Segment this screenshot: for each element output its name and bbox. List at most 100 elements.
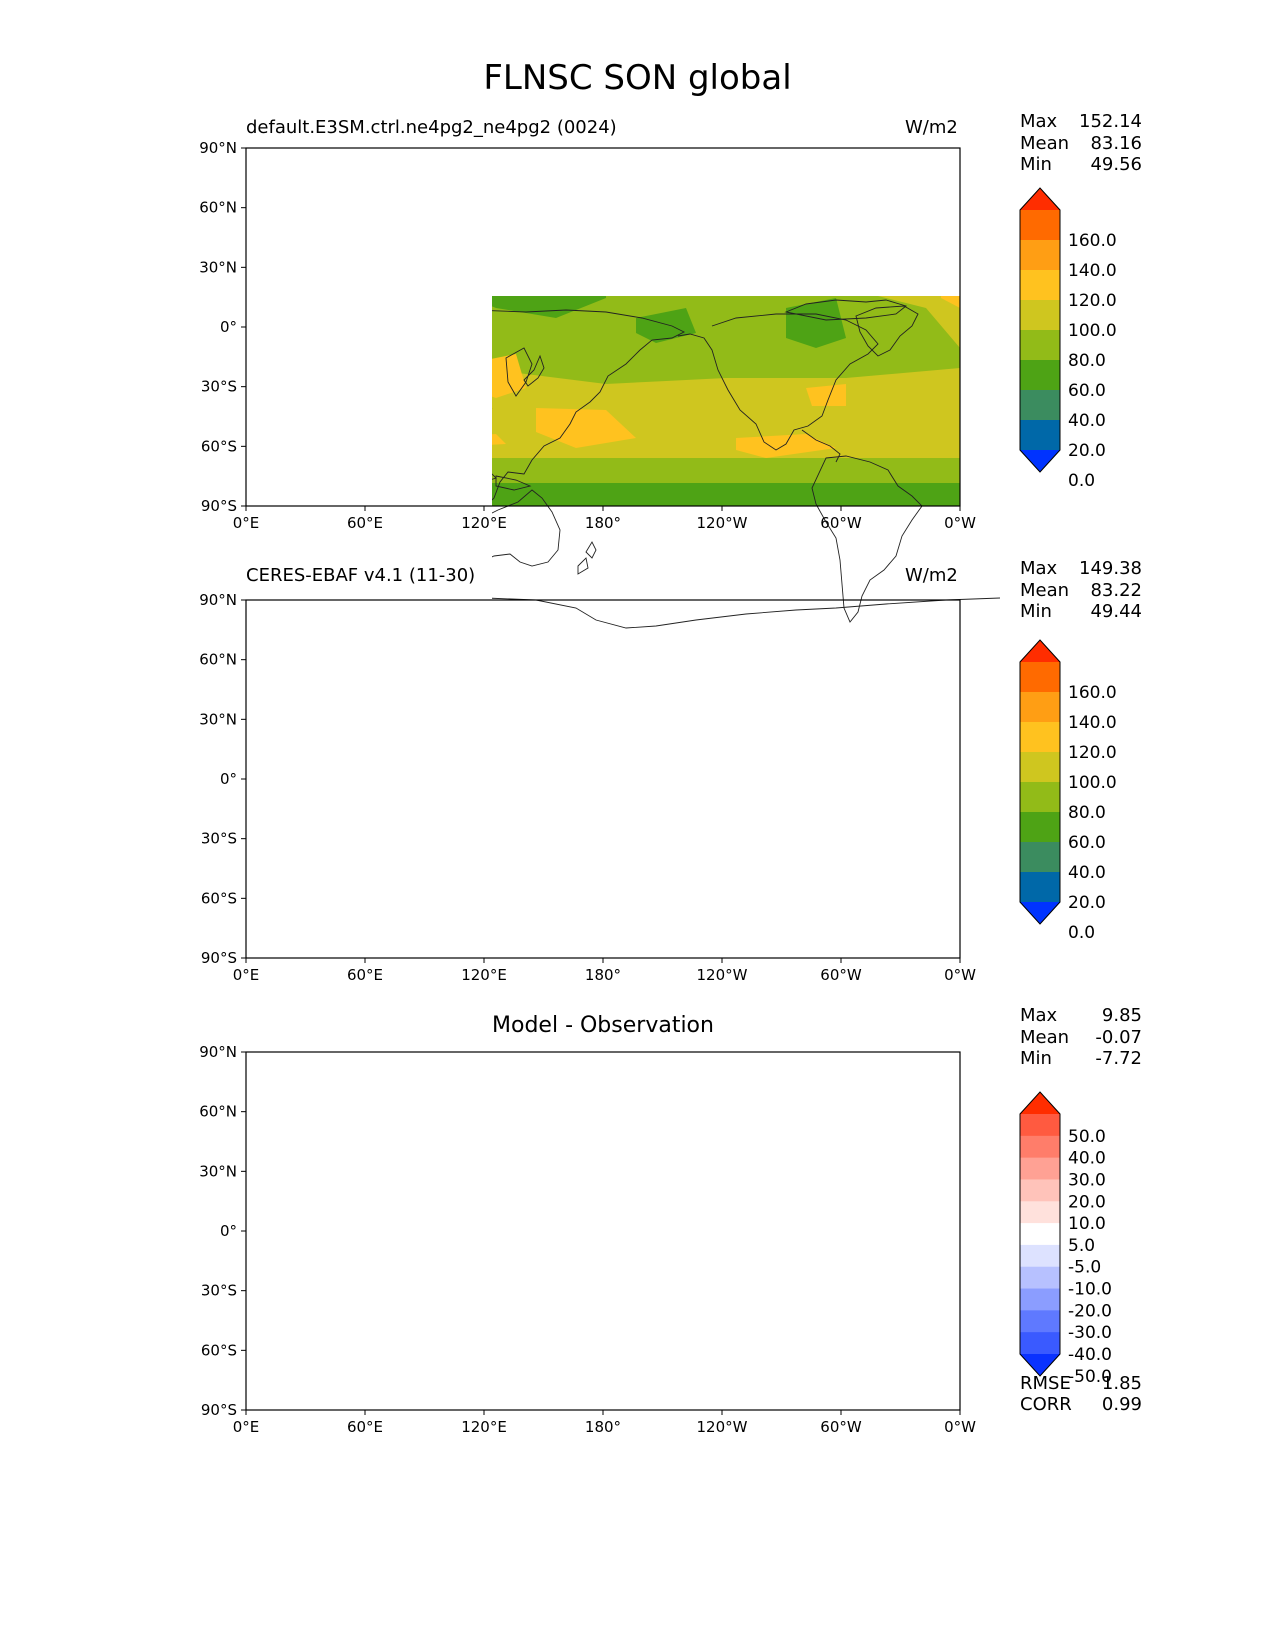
panel-1-contour-6: [786, 298, 846, 348]
panel-1-lon-label: 60°E: [347, 514, 383, 532]
panel-1-contour-1: [492, 483, 960, 506]
panel-3-positive-anomaly: [272, 1192, 318, 1238]
panel-3-colorbar-label: -20.0: [1068, 1301, 1112, 1321]
panel-3-colorbar-label: 30.0: [1068, 1170, 1106, 1190]
panel-2-contour-17: [286, 880, 506, 902]
panel-2-contour-21: [268, 832, 306, 856]
panel-1-colorbar-segment: [1020, 300, 1060, 331]
panel-1-contour-10: [296, 274, 336, 298]
panel-2-colorbar-segment: [1020, 752, 1060, 783]
figure-title: FLNSC SON global: [483, 58, 792, 98]
panel-2-coastlines: [244, 752, 1000, 1080]
corr-label: CORR: [1020, 1394, 1072, 1415]
panel-1-colorbar-segment: [1020, 390, 1060, 421]
panel-3-frame: [245, 1051, 961, 1411]
panel-1-contour-16: [492, 354, 526, 398]
panel-2-contour-19: [736, 886, 836, 910]
panel-2-lat-label: 60°S: [201, 889, 237, 907]
panel-2-colorbar-label: 60.0: [1068, 833, 1106, 853]
panel-1-min-label: Min: [1020, 154, 1052, 175]
panel-2-contour-5: [636, 760, 696, 795]
panel-2-min-value: 49.44: [1090, 601, 1142, 622]
panel-3-colorbar-segment: [1020, 1179, 1060, 1202]
panel-2-contour-15: [944, 718, 960, 748]
panel-3-colorbar-segment: [1020, 1266, 1060, 1290]
panel-2-background-field: [246, 600, 960, 958]
panel-1-mean-label: Mean: [1020, 133, 1070, 154]
panel-2-colorbar-extend-max: [1020, 640, 1060, 662]
panel-1-lon-label: 60°W: [820, 514, 862, 532]
panel-1-colorbar-segment: [1020, 240, 1060, 271]
panel-1-colorbar-segment: [1020, 210, 1060, 241]
panel-1-colorbar-label: 20.0: [1068, 441, 1106, 461]
panel-2-contour-20: [806, 836, 846, 858]
panel-2-colorbar-segment: [1020, 812, 1060, 843]
panel-1-lat-label: 30°N: [199, 258, 237, 276]
panel-3-colorbar-segment: [1020, 1310, 1060, 1333]
panel-1-colorbar-segment: [1020, 420, 1060, 451]
panel-2-frame: [245, 599, 961, 959]
panel-1-contour-15: [944, 266, 960, 296]
panel-3-colorbar-segment: [1020, 1201, 1060, 1224]
panel-2-contour-7: [436, 600, 960, 616]
panel-2-contour-12: [260, 628, 296, 636]
panel-2-min-label: Min: [1020, 601, 1052, 622]
panel-3-colorbar-label: -30.0: [1068, 1323, 1112, 1343]
panel-2-mean-label: Mean: [1020, 580, 1070, 601]
panel-1-contour-17: [492, 434, 506, 445]
panel-3-coastlines: [244, 1204, 1000, 1532]
panel-2-lat-label: 60°N: [199, 651, 237, 669]
panel-1-units: W/m2: [905, 117, 958, 138]
panel-3-lat-label: 90°N: [199, 1043, 237, 1061]
panel-1-colorbar-extend-max: [1020, 188, 1060, 210]
panel-2-colorbar-outline: [1019, 639, 1061, 925]
panel-3-lon-label: 120°E: [461, 1418, 507, 1436]
panel-1-contour-22: [546, 200, 596, 220]
panel-1-max-label: Max: [1020, 111, 1058, 132]
panel-1-lat-label: 60°S: [201, 437, 237, 455]
panel-1-lon-label: 180°: [585, 514, 621, 532]
panel-3-colorbar-label: -10.0: [1068, 1280, 1112, 1300]
panel-2-colorbar-label: 120.0: [1068, 743, 1117, 763]
panel-1-contour-4: [492, 296, 606, 318]
panel-2-contour-9: [246, 710, 366, 758]
panel-2-lat-label: 0°: [220, 770, 237, 788]
panel-3-min-label: Min: [1020, 1048, 1052, 1069]
panel-2-lat-label: 90°N: [199, 591, 237, 609]
panel-2-lon-label: 60°E: [347, 966, 383, 984]
panel-2-colorbar-segment: [1020, 872, 1060, 903]
panel-1-contour-20: [806, 384, 846, 406]
panel-3-colorbar-segment: [1020, 1114, 1060, 1137]
panel-2-lat-label: 30°N: [199, 710, 237, 728]
panel-2-lon-label: 180°: [585, 966, 621, 984]
panel-3-lon-label: 180°: [585, 1418, 621, 1436]
panel-2-colorbar-segment: [1020, 692, 1060, 723]
panel-3-mean-label: Mean: [1020, 1027, 1070, 1048]
panel-2-lon-label: 120°E: [461, 966, 507, 984]
panel-3-colorbar-segment: [1020, 1223, 1060, 1246]
panel-2-colorbar-label: 140.0: [1068, 713, 1117, 733]
panel-2-contour-14: [941, 705, 960, 760]
rmse-value: 1.85: [1101, 1373, 1142, 1394]
panel-3-negative-anomaly: [550, 1152, 624, 1168]
panel-3-lon-label: 60°W: [820, 1418, 862, 1436]
panel-2-units: W/m2: [905, 565, 958, 586]
panel-2-contour-6: [786, 750, 846, 800]
panel-1-lon-label: 120°E: [461, 514, 507, 532]
panel-2-lat-label: 90°S: [201, 949, 237, 967]
panel-1-colorbar-segment: [1020, 360, 1060, 391]
panel-2-max-label: Max: [1020, 558, 1058, 579]
panel-2-colorbar-segment: [1020, 782, 1060, 813]
panel-1-max-value: 152.14: [1079, 111, 1142, 132]
panel-3-lat-label: 0°: [220, 1222, 237, 1240]
panel-2-mean-value: 83.22: [1090, 580, 1142, 601]
panel-1-contour-5: [636, 308, 696, 343]
panel-1-colorbar-segment: [1020, 330, 1060, 361]
panel-3-colorbar-label: 40.0: [1068, 1149, 1106, 1169]
panel-2-map: [246, 600, 960, 958]
panel-3-colorbar-label: -40.0: [1068, 1345, 1112, 1365]
panel-1-colorbar-label: 40.0: [1068, 411, 1106, 431]
panel-3-lat-label: 30°S: [201, 1282, 237, 1300]
panel-2-colorbar: 160.0 140.0 120.0 100.0 80.0 60.0 40.0 20.0 0.0: [1019, 639, 1117, 943]
